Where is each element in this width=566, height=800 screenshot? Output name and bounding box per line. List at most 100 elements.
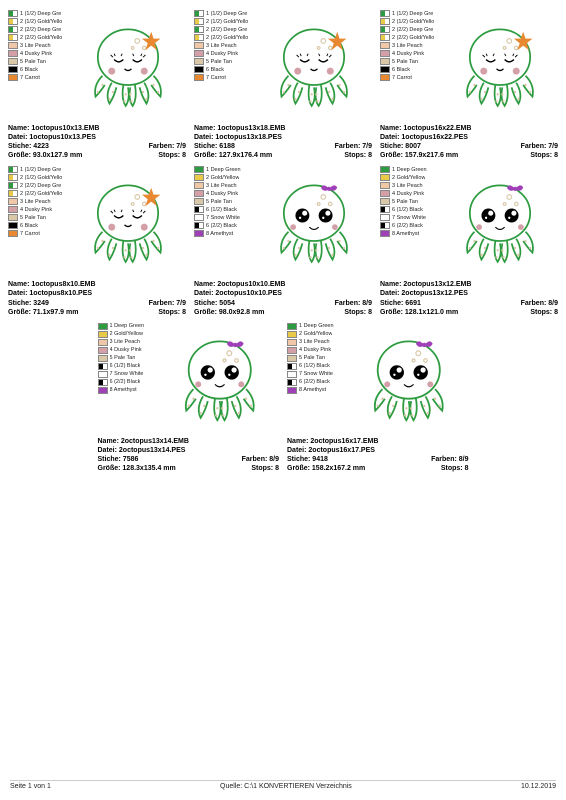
color-label: 3 Lite Peach [206,183,237,189]
color-legend: 1 Deep Green 2 Gold/Yellow 3 Lite Peach … [194,164,256,274]
design-card: 1 (1/2) Deep Gre 2 (1/2) Gold/Yello 2 (2… [194,8,372,160]
legend-row: 6 (1/2) Black [287,363,349,370]
legend-row: 1 (1/2) Deep Gre [8,166,70,173]
color-label: 2 (2/2) Deep Gre [20,27,61,33]
color-swatch [194,222,204,229]
legend-row: 1 Deep Green [194,166,256,173]
design-meta: Name: 2octopus13x14.EMB Datei: 2octopus1… [98,437,280,473]
legend-row: 2 (2/2) Deep Gre [194,26,256,33]
color-swatch [194,18,204,25]
legend-row: 6 (2/2) Black [287,379,349,386]
legend-row: 6 (2/2) Black [380,222,442,229]
legend-row: 8 Amethyst [98,387,160,394]
legend-row: 3 Lite Peach [287,339,349,346]
legend-row: 3 Lite Peach [380,42,442,49]
color-swatch [194,166,204,173]
color-label: 2 Gold/Yellow [110,331,143,337]
color-swatch [8,18,18,25]
color-label: 3 Lite Peach [206,43,237,49]
color-swatch [8,198,18,205]
color-label: 5 Pale Tan [20,215,46,221]
color-swatch [380,166,390,173]
color-swatch [8,42,18,49]
color-label: 2 (1/2) Gold/Yello [392,19,434,25]
color-label: 4 Dusky Pink [20,51,52,57]
color-label: 1 Deep Green [110,323,145,329]
legend-row: 2 (2/2) Gold/Yello [380,34,442,41]
design-preview [256,164,372,274]
color-swatch [380,58,390,65]
color-swatch [98,347,108,354]
color-label: 5 Pale Tan [299,355,325,361]
legend-row: 6 Black [380,66,442,73]
color-swatch [380,74,390,81]
legend-row: 8 Amethyst [380,230,442,237]
color-label: 6 (2/2) Black [206,223,237,229]
design-meta: Name: 2octopus13x12.EMB Datei: 2octopus1… [380,280,558,316]
color-swatch [194,42,204,49]
legend-row: 2 (2/2) Gold/Yello [194,34,256,41]
color-swatch [8,182,18,189]
color-label: 6 (1/2) Black [392,207,423,213]
color-label: 1 (1/2) Deep Gre [20,11,61,17]
legend-row: 7 Snow White [98,371,160,378]
legend-row: 2 (2/2) Deep Gre [8,26,70,33]
color-label: 2 (2/2) Gold/Yello [392,35,434,41]
legend-row: 1 Deep Green [380,166,442,173]
color-swatch [380,222,390,229]
color-swatch [8,66,18,73]
color-swatch [8,230,18,237]
legend-row: 7 Carrot [8,74,70,81]
color-swatch [194,26,204,33]
design-meta: Name: 1octopus8x10.EMB Datei: 1octopus8x… [8,280,186,316]
color-swatch [287,347,297,354]
color-swatch [8,74,18,81]
color-label: 5 Pale Tan [110,355,136,361]
color-swatch [194,230,204,237]
color-label: 7 Snow White [110,371,144,377]
color-swatch [8,26,18,33]
color-swatch [8,214,18,221]
legend-row: 4 Dusky Pink [194,50,256,57]
design-preview [349,321,469,431]
legend-row: 5 Pale Tan [8,214,70,221]
legend-row: 2 (1/2) Gold/Yello [8,18,70,25]
legend-row: 1 Deep Green [98,323,160,330]
color-label: 1 (1/2) Deep Gre [20,167,61,173]
design-preview [160,321,280,431]
design-meta: Name: 1octopus16x22.EMB Datei: 1octopus1… [380,124,558,160]
color-label: 8 Amethyst [110,387,137,393]
color-swatch [8,10,18,17]
color-swatch [194,58,204,65]
color-swatch [194,10,204,17]
design-card: 1 (1/2) Deep Gre 2 (1/2) Gold/Yello 2 (2… [380,8,558,160]
color-swatch [287,371,297,378]
color-label: 7 Carrot [20,231,40,237]
color-label: 7 Carrot [392,75,412,81]
legend-row: 5 Pale Tan [98,355,160,362]
design-card: 1 (1/2) Deep Gre 2 (1/2) Gold/Yello 2 (2… [8,164,186,316]
color-legend: 1 Deep Green 2 Gold/Yellow 3 Lite Peach … [380,164,442,274]
color-swatch [380,26,390,33]
legend-row: 6 Black [8,66,70,73]
color-swatch [8,206,18,213]
color-swatch [380,50,390,57]
color-swatch [194,174,204,181]
color-swatch [8,34,18,41]
color-swatch [287,323,297,330]
color-label: 5 Pale Tan [392,199,418,205]
color-label: 7 Snow White [299,371,333,377]
color-swatch [380,42,390,49]
color-label: 3 Lite Peach [110,339,141,345]
color-label: 3 Lite Peach [392,183,423,189]
color-label: 5 Pale Tan [20,59,46,65]
color-label: 2 (2/2) Deep Gre [392,27,433,33]
color-swatch [194,214,204,221]
legend-row: 4 Dusky Pink [380,190,442,197]
footer-right: 10.12.2019 [521,783,556,790]
legend-row: 2 (2/2) Deep Gre [8,182,70,189]
legend-row: 4 Dusky Pink [8,50,70,57]
color-swatch [194,50,204,57]
legend-row: 7 Snow White [380,214,442,221]
page-footer: Seite 1 von 1 Quelle: C:\1 KONVERTIEREN … [10,780,556,790]
